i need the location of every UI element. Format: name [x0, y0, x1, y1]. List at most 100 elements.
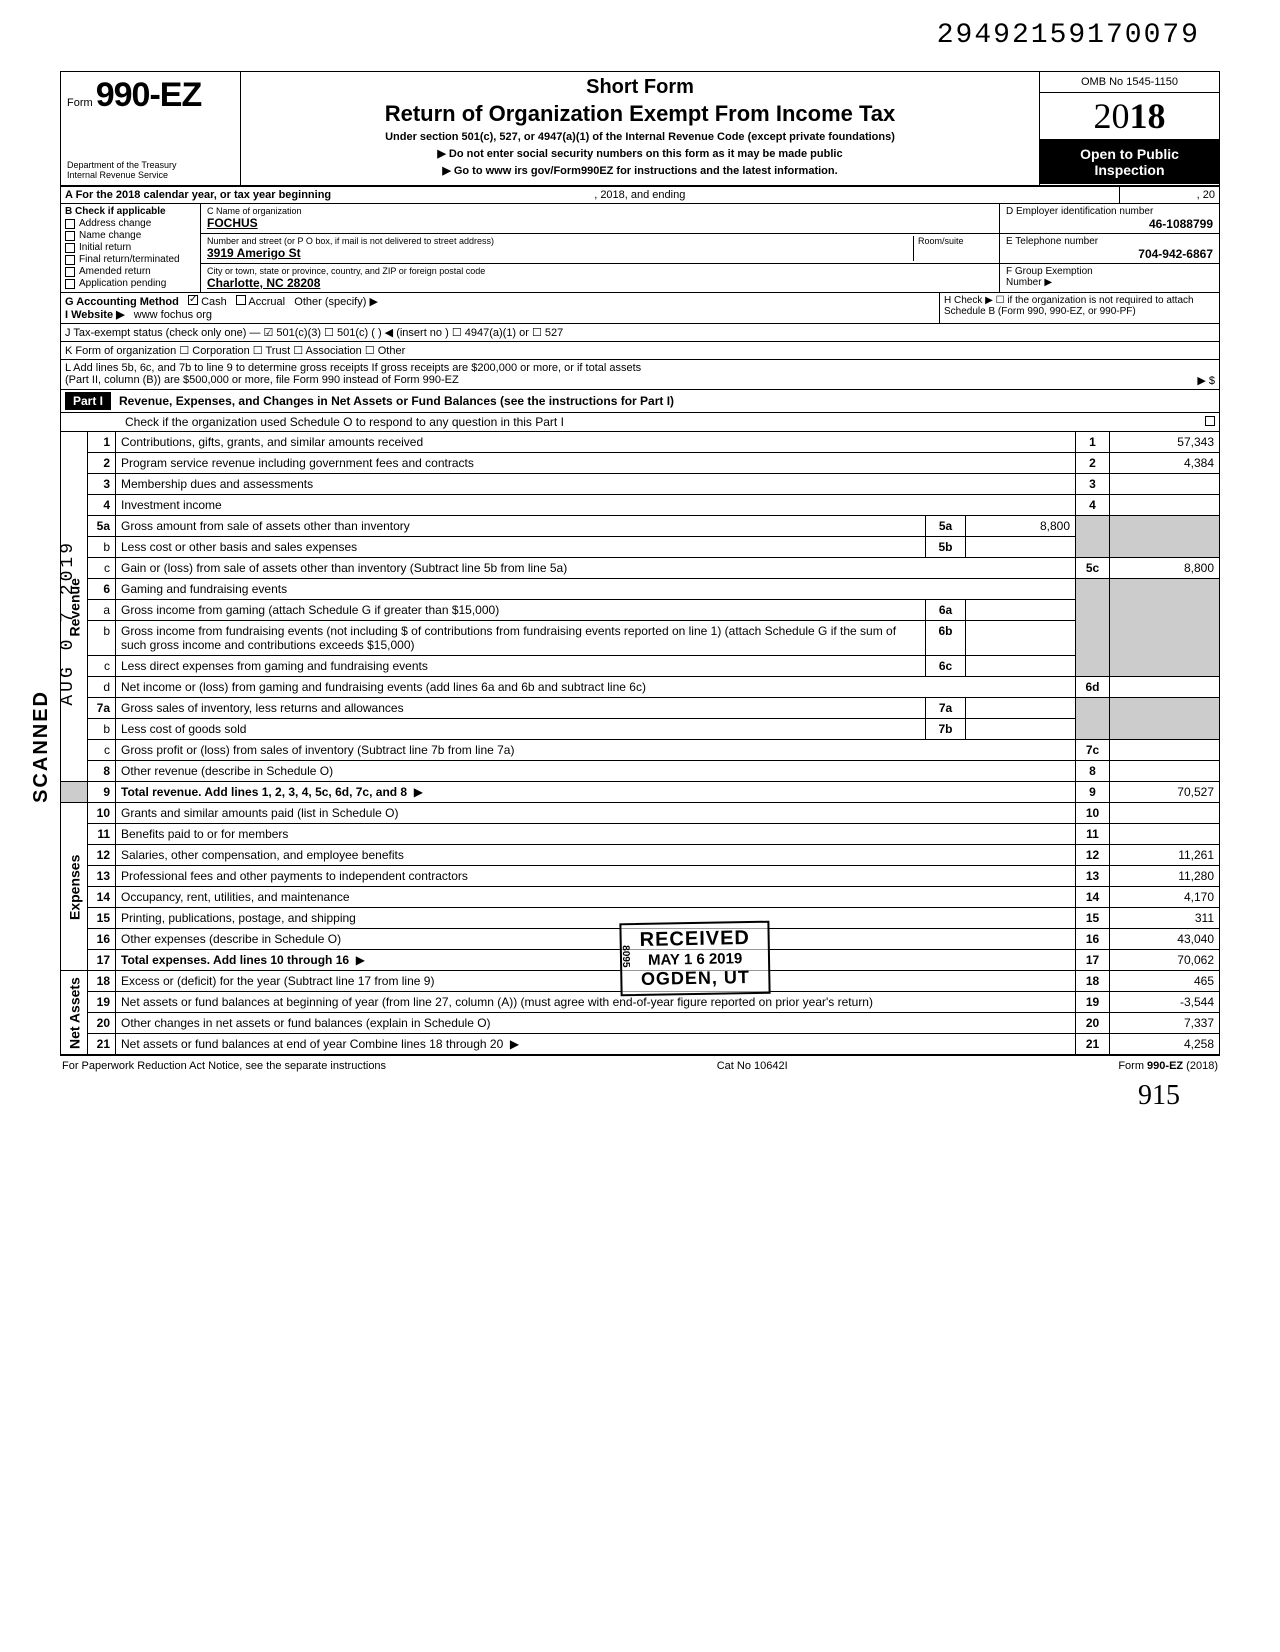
- page-footer: For Paperwork Reduction Act Notice, see …: [60, 1055, 1220, 1076]
- street-value: 3919 Amerigo St: [207, 246, 913, 260]
- line-a: A For the 2018 calendar year, or tax yea…: [60, 187, 1220, 204]
- ln1-num: 1: [88, 432, 116, 453]
- tax-year: 2018: [1040, 93, 1219, 140]
- footer-left: For Paperwork Reduction Act Notice, see …: [62, 1060, 386, 1072]
- form-prefix: Form: [67, 97, 93, 109]
- ln7a-desc: Gross sales of inventory, less returns a…: [116, 698, 926, 719]
- ln6a-midval: [966, 600, 1076, 621]
- ln10-box: 10: [1076, 803, 1110, 824]
- ln14-box: 14: [1076, 887, 1110, 908]
- cb-address-change[interactable]: Address change: [65, 218, 196, 229]
- ln14-val: 4,170: [1110, 887, 1220, 908]
- part1-checkbox[interactable]: [1205, 416, 1215, 426]
- ln17-desc: Total expenses. Add lines 10 through 16: [121, 953, 349, 967]
- omb-number: OMB No 1545-1150: [1040, 72, 1219, 93]
- cb-initial-return[interactable]: Initial return: [65, 242, 196, 253]
- ln8-box: 8: [1076, 761, 1110, 782]
- signature-mark: 915: [60, 1080, 1220, 1112]
- ln17-box: 17: [1076, 950, 1110, 971]
- ln18-box: 18: [1076, 971, 1110, 992]
- ln6c-mid: 6c: [926, 656, 966, 677]
- short-form-title: Short Form: [249, 76, 1031, 99]
- l-line2: (Part II, column (B)) are $500,000 or mo…: [65, 374, 459, 387]
- side-expenses: Expenses: [61, 803, 88, 971]
- ln5c-num: c: [88, 558, 116, 579]
- ln3-box: 3: [1076, 474, 1110, 495]
- ln6c-desc: Less direct expenses from gaming and fun…: [116, 656, 926, 677]
- ln6b-mid: 6b: [926, 621, 966, 656]
- row-j: J Tax-exempt status (check only one) — ☑…: [60, 324, 1220, 342]
- city-label: City or town, state or province, country…: [207, 266, 993, 276]
- ln12-val: 11,261: [1110, 845, 1220, 866]
- ln20-desc: Other changes in net assets or fund bala…: [116, 1013, 1076, 1034]
- ln5a-num: 5a: [88, 516, 116, 537]
- year-prefix: 20: [1094, 96, 1130, 136]
- ln6b-midval: [966, 621, 1076, 656]
- ln6b-desc: Gross income from fundraising events (no…: [116, 621, 926, 656]
- ln16-val: 43,040: [1110, 929, 1220, 950]
- ln7a-mid: 7a: [926, 698, 966, 719]
- ln16-desc: Other expenses (describe in Schedule O): [116, 929, 1076, 950]
- stamp-received-text: RECEIVED: [639, 927, 750, 952]
- ln6d-desc: Net income or (loss) from gaming and fun…: [116, 677, 1076, 698]
- cb-application-pending[interactable]: Application pending: [65, 278, 196, 289]
- ln4-val: [1110, 495, 1220, 516]
- ln13-box: 13: [1076, 866, 1110, 887]
- ln5b-mid: 5b: [926, 537, 966, 558]
- ln5c-val: 8,800: [1110, 558, 1220, 579]
- ln17-val: 70,062: [1110, 950, 1220, 971]
- side-net-assets: Net Assets: [61, 971, 88, 1055]
- ln7b-num: b: [88, 719, 116, 740]
- stamp-date: MAY 1 6 2019: [640, 950, 751, 969]
- part1-check-text: Check if the organization used Schedule …: [125, 415, 564, 429]
- ln5b-desc: Less cost or other basis and sales expen…: [116, 537, 926, 558]
- ln10-desc: Grants and similar amounts paid (list in…: [116, 803, 1076, 824]
- room-label: Room/suite: [918, 236, 993, 246]
- column-b-checkboxes: B Check if applicable Address change Nam…: [61, 204, 201, 292]
- ln6a-num: a: [88, 600, 116, 621]
- footer-cat: Cat No 10642I: [717, 1060, 788, 1072]
- ln7a-num: 7a: [88, 698, 116, 719]
- form-number: Form 990-EZ: [67, 76, 234, 115]
- j-tax-status: J Tax-exempt status (check only one) — ☑…: [61, 324, 1219, 341]
- ln2-box: 2: [1076, 453, 1110, 474]
- ln14-num: 14: [88, 887, 116, 908]
- ln2-val: 4,384: [1110, 453, 1220, 474]
- ln1-val: 57,343: [1110, 432, 1220, 453]
- ln21-desc: Net assets or fund balances at end of ye…: [121, 1037, 503, 1051]
- stamp-code: 8095: [620, 945, 631, 967]
- ln13-val: 11,280: [1110, 866, 1220, 887]
- org-name: FOCHUS: [207, 216, 993, 230]
- row-l: L Add lines 5b, 6c, and 7b to line 9 to …: [60, 360, 1220, 390]
- ln5c-desc: Gain or (loss) from sale of assets other…: [116, 558, 1076, 579]
- ln4-desc: Investment income: [116, 495, 1076, 516]
- cash-label: Cash: [201, 296, 227, 308]
- return-title: Return of Organization Exempt From Incom…: [249, 101, 1031, 127]
- ln4-box: 4: [1076, 495, 1110, 516]
- ln6a-desc: Gross income from gaming (attach Schedul…: [116, 600, 926, 621]
- street-label: Number and street (or P O box, if mail i…: [207, 236, 913, 246]
- i-label: I Website ▶: [65, 309, 125, 321]
- line-a-end: , 20: [1119, 187, 1219, 203]
- c-name-label: C Name of organization: [207, 206, 993, 216]
- row-k: K Form of organization ☐ Corporation ☐ T…: [60, 342, 1220, 360]
- ln4-num: 4: [88, 495, 116, 516]
- ln11-val: [1110, 824, 1220, 845]
- ln7b-mid: 7b: [926, 719, 966, 740]
- ln14-desc: Occupancy, rent, utilities, and maintena…: [116, 887, 1076, 908]
- ln2-num: 2: [88, 453, 116, 474]
- part1-check-row: Check if the organization used Schedule …: [60, 413, 1220, 432]
- cb-cash[interactable]: [188, 295, 198, 305]
- cb-amended-return[interactable]: Amended return: [65, 266, 196, 277]
- cb-accrual[interactable]: [236, 295, 246, 305]
- cb-name-change[interactable]: Name change: [65, 230, 196, 241]
- city-value: Charlotte, NC 28208: [207, 276, 993, 290]
- part-1-header: Part I Revenue, Expenses, and Changes in…: [60, 390, 1220, 413]
- ein-value: 46-1088799: [1006, 217, 1213, 231]
- phone-value: 704-942-6867: [1006, 247, 1213, 261]
- line-a-mid: , 2018, and ending: [594, 189, 685, 201]
- ln15-num: 15: [88, 908, 116, 929]
- l-arrow: ▶ $: [1197, 374, 1215, 387]
- ln2-desc: Program service revenue including govern…: [116, 453, 1076, 474]
- cb-final-return[interactable]: Final return/terminated: [65, 254, 196, 265]
